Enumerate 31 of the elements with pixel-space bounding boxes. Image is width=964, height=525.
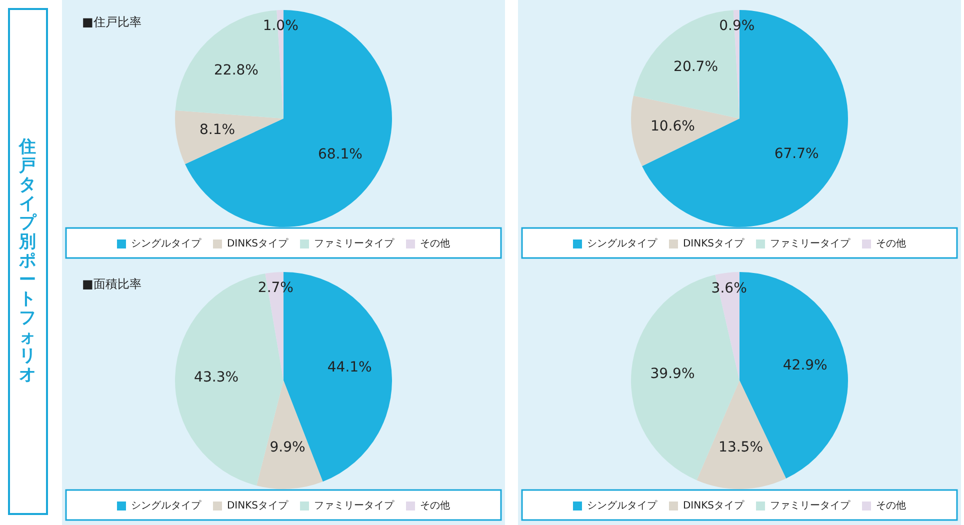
data-label: 42.9% <box>782 357 828 374</box>
legend-label: シングルタイプ <box>586 500 658 512</box>
legend-label: DINKSタイプ <box>682 238 746 250</box>
chart-title: ■面積比率 <box>82 276 142 293</box>
data-label: 22.8% <box>214 62 258 78</box>
data-label: 44.1% <box>327 360 372 376</box>
legend-label: DINKSタイプ <box>226 238 290 250</box>
data-label: 8.1% <box>200 122 236 138</box>
text: 住戸タイプ別ポートフォリオ <box>19 137 37 385</box>
legend-label: DINKSタイプ <box>226 500 290 512</box>
data-label: 9.9% <box>270 439 306 456</box>
chart-title: ■住戸比率 <box>82 14 142 31</box>
data-label: 67.7% <box>774 146 819 162</box>
legend-label: ファミリータイプ <box>770 238 852 250</box>
legend-label: シングルタイプ <box>130 500 202 512</box>
legend-label: その他 <box>876 238 906 250</box>
legend-label: DINKSタイプ <box>682 500 746 512</box>
data-label: 68.1% <box>318 146 362 162</box>
data-label: 10.6% <box>650 118 695 134</box>
legend-label: ファミリータイプ <box>314 238 396 250</box>
data-label: 39.9% <box>650 366 695 382</box>
data-label: 13.5% <box>718 439 764 456</box>
legend-label: その他 <box>420 500 450 512</box>
data-label: 20.7% <box>674 59 718 76</box>
data-label: 43.3% <box>194 369 239 386</box>
legend-label: シングルタイプ <box>586 238 658 250</box>
legend-label: シングルタイプ <box>130 238 202 250</box>
legend-label: その他 <box>876 500 906 512</box>
legend-label: ファミリータイプ <box>314 500 396 512</box>
legend-label: その他 <box>420 238 450 250</box>
legend-label: ファミリータイプ <box>770 500 852 512</box>
